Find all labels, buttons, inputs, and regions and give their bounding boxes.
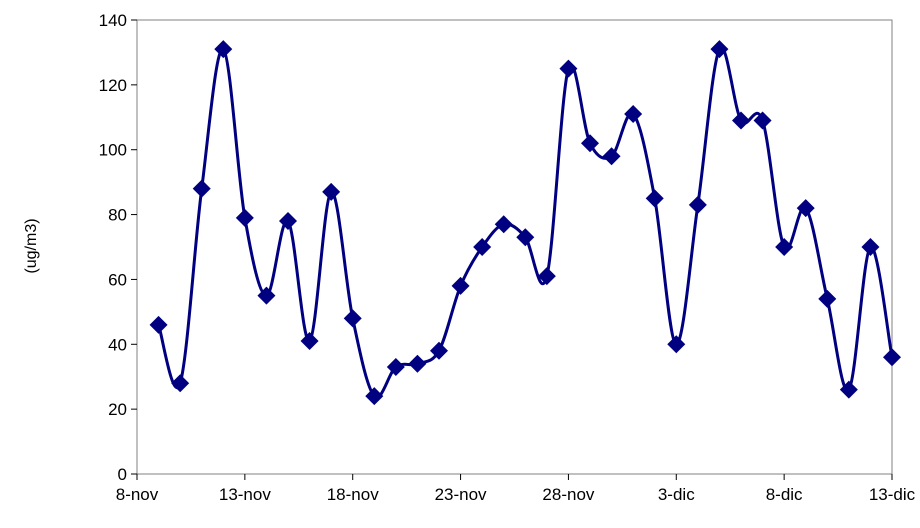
data-point-marker xyxy=(279,212,297,231)
data-point-marker xyxy=(451,276,470,295)
data-point-marker xyxy=(235,208,254,227)
data-point-marker xyxy=(214,40,233,59)
data-point-marker xyxy=(537,267,556,286)
series-line xyxy=(157,45,894,399)
x-tick-label: 8-nov xyxy=(116,485,159,504)
y-tick-label: 60 xyxy=(108,270,127,289)
x-tick-label: 28-nov xyxy=(542,485,594,504)
data-point-marker xyxy=(473,238,492,256)
data-point-marker xyxy=(667,335,686,354)
x-tick-label: 23-nov xyxy=(435,485,487,504)
data-point-marker xyxy=(365,387,384,406)
data-point-marker xyxy=(839,380,858,399)
data-point-marker xyxy=(753,111,772,130)
data-point-marker xyxy=(516,228,535,247)
data-point-marker xyxy=(386,357,405,376)
data-point-marker xyxy=(300,332,319,351)
data-point-marker xyxy=(430,341,448,360)
y-tick-label: 0 xyxy=(118,465,127,484)
data-point-marker xyxy=(408,354,427,373)
x-tick-label: 13-nov xyxy=(219,485,271,504)
plot-frame xyxy=(136,19,893,475)
y-tick-label: 40 xyxy=(108,335,127,354)
axes: 0 20 40 60 80 100 120 140 8-nov 13-nov 18-nov 23-no… xyxy=(99,11,916,504)
data-point-marker xyxy=(818,289,837,308)
data-point-marker xyxy=(883,348,901,367)
data-point-marker xyxy=(192,179,211,198)
y-tick-label: 120 xyxy=(99,76,127,95)
series-layer xyxy=(149,40,901,406)
data-point-marker xyxy=(581,134,599,153)
data-point-marker xyxy=(149,315,168,334)
x-tick-label: 13-dic xyxy=(869,485,916,504)
y-tick-label: 80 xyxy=(108,206,127,225)
data-point-marker xyxy=(796,199,815,218)
data-point-marker xyxy=(343,309,362,328)
data-point-marker xyxy=(861,238,880,256)
y-axis-label: (ug/m3) xyxy=(23,218,40,273)
x-tick-label: 18-nov xyxy=(327,485,379,504)
data-point-marker xyxy=(710,40,729,59)
data-point-marker xyxy=(775,238,794,256)
x-tick-label: 8-dic xyxy=(766,485,803,504)
data-point-marker xyxy=(624,105,643,124)
data-point-marker xyxy=(688,195,707,214)
data-point-marker xyxy=(645,189,664,208)
y-tick-label: 100 xyxy=(99,141,127,160)
x-tick-label: 3-dic xyxy=(658,485,695,504)
data-point-marker xyxy=(732,111,750,130)
data-point-marker xyxy=(171,374,190,393)
y-tick-label: 140 xyxy=(99,11,127,30)
data-point-marker xyxy=(257,286,276,305)
data-point-marker xyxy=(322,182,341,201)
y-tick-label: 20 xyxy=(108,400,127,419)
data-point-marker xyxy=(602,147,621,166)
data-point-marker xyxy=(559,59,578,78)
data-point-marker xyxy=(494,215,513,234)
